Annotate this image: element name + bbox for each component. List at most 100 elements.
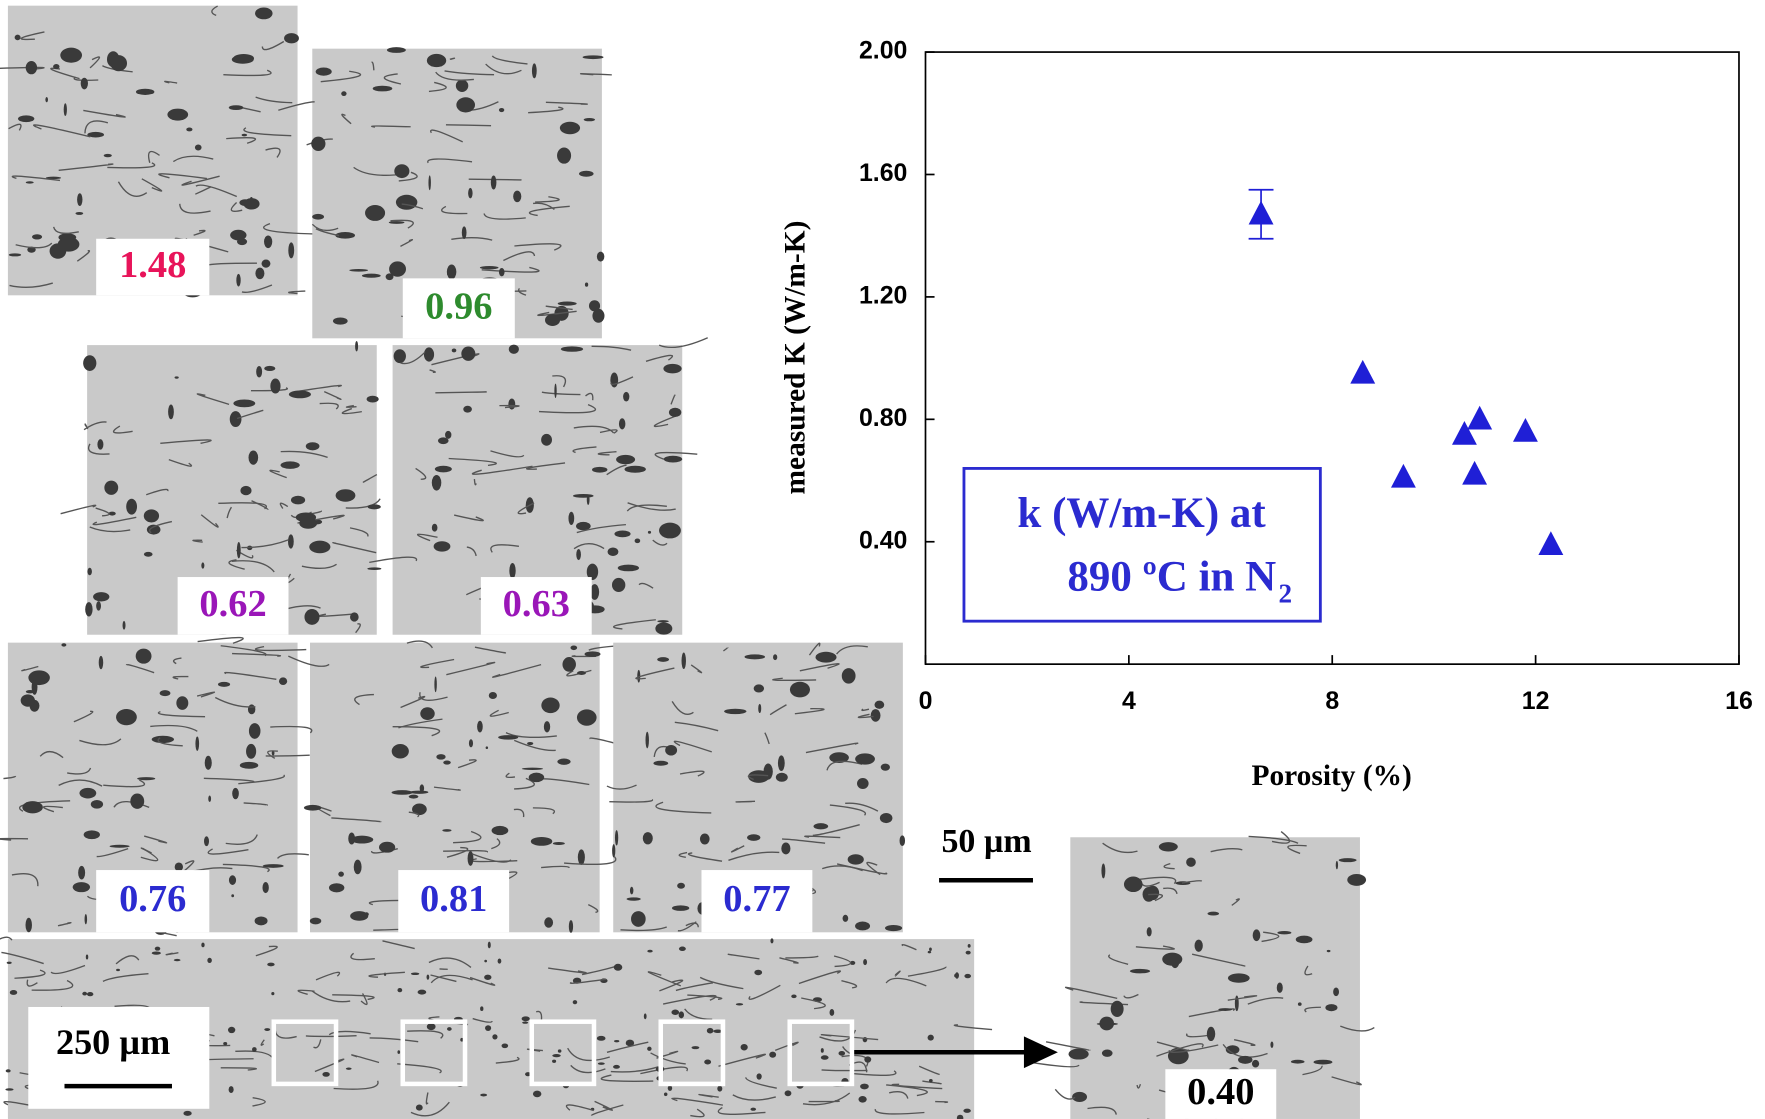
- pore: [264, 1028, 270, 1031]
- pore: [26, 918, 32, 932]
- pore: [864, 1056, 871, 1062]
- pore: [354, 860, 362, 875]
- pore: [558, 302, 577, 306]
- pore: [770, 938, 773, 943]
- pore: [509, 563, 515, 578]
- pore: [284, 33, 299, 43]
- pore: [456, 97, 475, 112]
- pore: [78, 866, 85, 880]
- pore: [509, 345, 519, 354]
- pore: [81, 78, 88, 90]
- pore: [522, 1021, 528, 1023]
- y-tick-label: 1.20: [859, 281, 907, 309]
- pore: [167, 109, 188, 121]
- pore: [627, 897, 641, 900]
- pore: [1325, 1004, 1337, 1011]
- pore: [392, 790, 413, 795]
- pore: [264, 366, 275, 371]
- pore: [858, 1096, 866, 1103]
- y-tick-label: 1.60: [859, 159, 907, 187]
- pore: [434, 676, 436, 692]
- pore: [110, 845, 130, 848]
- pore: [677, 883, 685, 889]
- pore: [558, 1049, 562, 1052]
- pore: [397, 988, 402, 992]
- pore: [279, 677, 287, 685]
- pore: [237, 542, 241, 558]
- pore: [249, 723, 261, 739]
- pore: [116, 709, 137, 725]
- pore: [271, 992, 274, 995]
- pore: [614, 964, 623, 971]
- crack: [822, 1070, 868, 1071]
- pore: [484, 975, 491, 980]
- pore: [463, 406, 472, 413]
- pore: [570, 645, 577, 650]
- pore: [270, 379, 280, 394]
- pore: [663, 364, 681, 374]
- pore: [533, 1091, 541, 1098]
- pore: [126, 499, 137, 515]
- pore: [928, 951, 931, 953]
- pore: [816, 652, 837, 663]
- scale-bar-label: 250 µm: [56, 1022, 170, 1062]
- pore: [338, 871, 344, 876]
- pore: [10, 990, 17, 995]
- pore: [964, 974, 971, 978]
- pore: [1159, 842, 1178, 851]
- pore: [1270, 1041, 1273, 1047]
- pore: [491, 176, 497, 190]
- pore: [614, 1040, 619, 1042]
- pore: [1277, 982, 1283, 992]
- pore: [201, 562, 204, 568]
- pore: [616, 455, 635, 464]
- pore: [350, 612, 359, 621]
- pore: [769, 1052, 776, 1058]
- pore: [562, 657, 575, 672]
- pore: [508, 399, 515, 410]
- figure: measured K (W/m-K) Porosity (%) k (W/m-K…: [0, 0, 1765, 1119]
- pore: [346, 1068, 352, 1070]
- pore: [855, 753, 875, 764]
- pore: [322, 1072, 329, 1077]
- pore: [955, 972, 959, 978]
- pore: [123, 621, 126, 630]
- pore: [1111, 1001, 1124, 1017]
- annotation-subscript: 2: [1278, 579, 1292, 609]
- pore: [447, 1027, 452, 1031]
- pore: [874, 701, 884, 709]
- pore: [597, 252, 604, 262]
- pore: [367, 567, 381, 570]
- pore: [201, 943, 204, 948]
- pore: [757, 1073, 762, 1079]
- pore: [420, 784, 424, 792]
- pore: [1277, 931, 1291, 934]
- pore: [646, 732, 649, 749]
- page: measured K (W/m-K) Porosity (%) k (W/m-K…: [0, 0, 1765, 1119]
- pore: [1101, 863, 1105, 878]
- pore: [821, 1055, 829, 1059]
- pore: [267, 963, 274, 967]
- pore: [281, 461, 300, 468]
- pore: [462, 226, 467, 239]
- micrograph-label: 1.48: [119, 244, 186, 286]
- pore: [61, 643, 66, 646]
- pore: [231, 894, 234, 897]
- x-tick-label: 16: [1725, 687, 1753, 715]
- pore: [291, 496, 305, 505]
- pore: [842, 668, 856, 684]
- pore: [445, 431, 451, 439]
- pore: [447, 264, 457, 279]
- pore: [552, 1060, 556, 1063]
- pore: [573, 494, 594, 498]
- pore: [427, 54, 446, 67]
- pore: [583, 55, 604, 59]
- y-tick-label: 0.80: [859, 404, 907, 432]
- pore: [863, 959, 867, 965]
- point: [1462, 461, 1487, 485]
- pore: [204, 836, 209, 846]
- pore: [1253, 929, 1261, 941]
- pore: [578, 849, 585, 865]
- pore: [341, 91, 346, 96]
- pore: [1069, 1049, 1089, 1060]
